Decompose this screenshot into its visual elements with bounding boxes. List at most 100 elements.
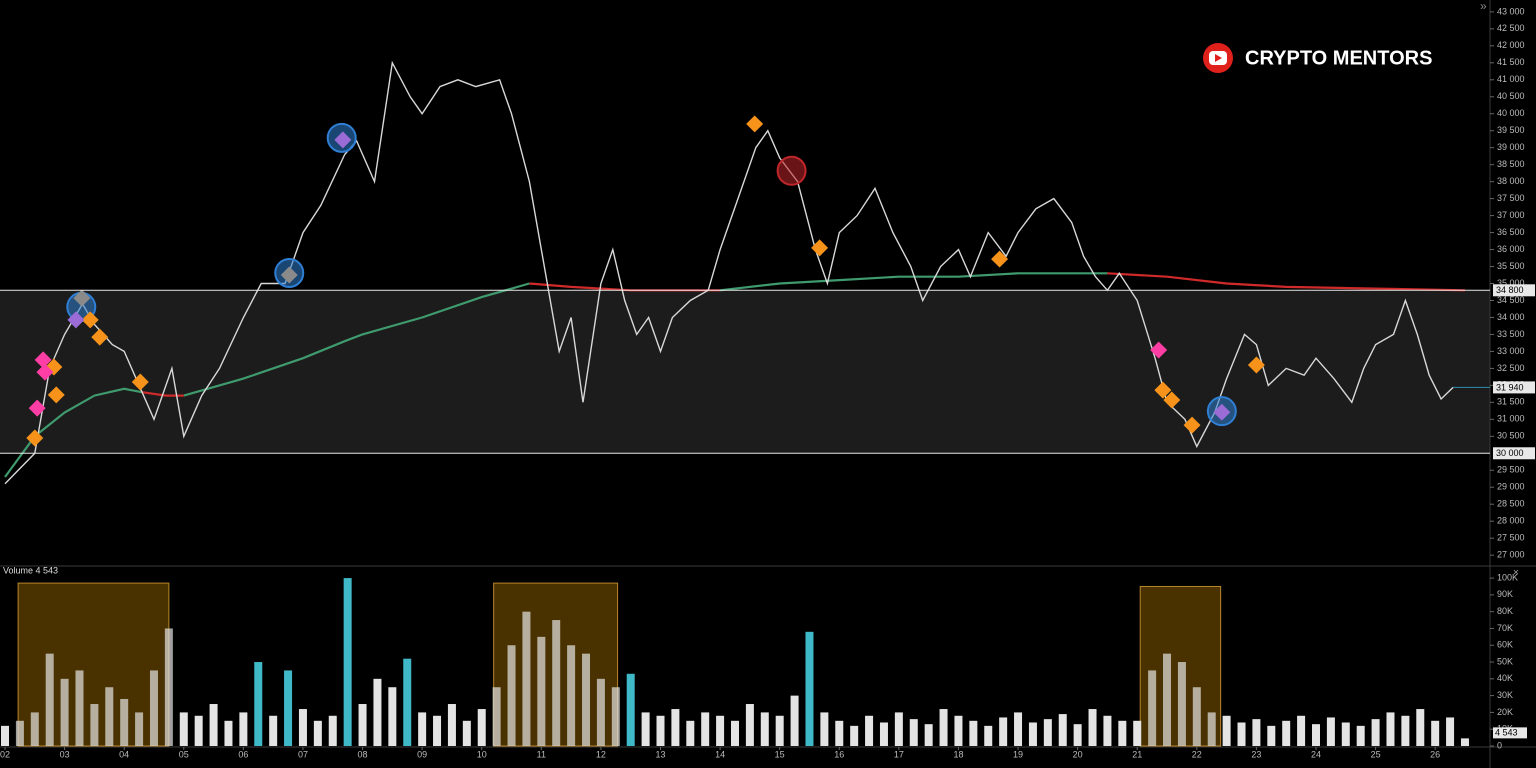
volume-bar: [194, 715, 203, 746]
level-label-box: [1493, 447, 1535, 460]
volume-tick-label: 0: [1497, 740, 1502, 750]
volume-bar: [939, 709, 948, 746]
volume-bar: [1073, 724, 1082, 746]
close-icon[interactable]: ×: [1513, 568, 1519, 579]
volume-bar: [537, 636, 546, 746]
volume-bar: [1148, 670, 1157, 746]
volume-bar: [75, 670, 84, 746]
x-tick-label: 03: [60, 749, 70, 759]
volume-tick-label: 80K: [1497, 606, 1513, 616]
volume-bar: [1297, 715, 1306, 746]
y-tick-label: 34 500: [1497, 295, 1525, 305]
volume-bar: [1237, 722, 1246, 746]
volume-bar: [656, 715, 665, 746]
volume-bar: [582, 653, 591, 746]
volume-bar: [1207, 712, 1216, 746]
level-label: 34 800: [1496, 285, 1524, 295]
volume-bar: [403, 658, 412, 746]
y-tick-label: 34 000: [1497, 312, 1525, 322]
volume-bar: [1446, 717, 1455, 746]
volume-bar: [313, 720, 322, 746]
level-label: 30 000: [1496, 448, 1524, 458]
x-tick-label: 19: [1013, 749, 1023, 759]
volume-tick-label: 40K: [1497, 673, 1513, 683]
price-line: [4, 60, 1454, 485]
youtube-play: [1215, 54, 1222, 62]
volume-bar: [1401, 715, 1410, 746]
last-price-label: 31 940: [1496, 382, 1524, 392]
y-tick-label: 36 000: [1497, 244, 1525, 254]
y-tick-label: 37 000: [1497, 210, 1525, 220]
y-tick-label: 38 000: [1497, 176, 1525, 186]
volume-bar: [1222, 715, 1231, 746]
signal-diamond: [280, 266, 298, 284]
last-price-box: [1493, 381, 1535, 394]
volume-bar: [701, 712, 710, 746]
y-tick-label: 37 500: [1497, 193, 1525, 203]
x-tick-label: 09: [417, 749, 427, 759]
watermark: CRYPTO MENTORS: [1203, 43, 1432, 73]
volume-bar: [358, 704, 367, 746]
volume-bar: [641, 712, 650, 746]
y-tick-label: 43 000: [1497, 6, 1525, 16]
volume-bar: [626, 673, 635, 746]
volume-tick-label: 30K: [1497, 690, 1513, 700]
volume-last-label: 4 543: [1495, 728, 1518, 738]
volume-bar: [1311, 724, 1320, 746]
volume-bar: [775, 715, 784, 746]
volume-bar: [716, 715, 725, 746]
y-tick-label: 33 500: [1497, 329, 1525, 339]
y-tick-label: 29 000: [1497, 482, 1525, 492]
volume-bar: [730, 720, 739, 746]
x-tick-label: 18: [953, 749, 963, 759]
volume-bar: [1163, 653, 1172, 746]
signal-circle: [776, 155, 807, 186]
volume-bar: [269, 715, 278, 746]
collapse-icon[interactable]: »: [1480, 0, 1487, 13]
volume-bar: [611, 687, 620, 746]
x-tick-label: 26: [1430, 749, 1440, 759]
y-tick-label: 31 500: [1497, 397, 1525, 407]
volume-bar: [835, 720, 844, 746]
y-tick-label: 39 000: [1497, 142, 1525, 152]
volume-bar: [1356, 725, 1365, 746]
y-tick-label: 42 500: [1497, 23, 1525, 33]
volume-bar: [1043, 719, 1052, 746]
volume-bar: [1177, 662, 1186, 746]
x-tick-label: 25: [1371, 749, 1381, 759]
volume-bar: [477, 709, 486, 746]
x-tick-label: 13: [655, 749, 665, 759]
volume-bar: [224, 720, 233, 746]
volume-bar: [969, 720, 978, 746]
volume-bar: [924, 724, 933, 746]
watermark-text: CRYPTO MENTORS: [1245, 47, 1432, 69]
x-tick-label: 14: [715, 749, 725, 759]
volume-bar: [492, 687, 501, 746]
volume-bar: [1371, 719, 1380, 746]
moving-average: [4, 272, 1108, 478]
volume-bar: [1252, 719, 1261, 746]
x-tick-label: 07: [298, 749, 308, 759]
y-tick-label: 35 000: [1497, 278, 1525, 288]
y-tick-label: 35 500: [1497, 261, 1525, 271]
volume-bar: [1341, 722, 1350, 746]
signal-diamond: [91, 328, 109, 346]
volume-bar: [1416, 709, 1425, 746]
volume-bar: [209, 704, 218, 746]
x-tick-label: 22: [1192, 749, 1202, 759]
volume-bar: [433, 715, 442, 746]
volume-bar: [567, 645, 576, 746]
volume-last-box: [1493, 727, 1527, 739]
volume-bar: [596, 678, 605, 746]
volume-bar: [1326, 717, 1335, 746]
x-tick-label: 24: [1311, 749, 1321, 759]
volume-bar: [984, 725, 993, 746]
y-tick-label: 28 500: [1497, 499, 1525, 509]
volume-bar: [105, 687, 114, 746]
volume-bar: [135, 712, 144, 746]
volume-bar: [418, 712, 427, 746]
y-tick-label: 36 500: [1497, 227, 1525, 237]
y-tick-label: 38 500: [1497, 159, 1525, 169]
volume-bar: [1460, 738, 1469, 746]
